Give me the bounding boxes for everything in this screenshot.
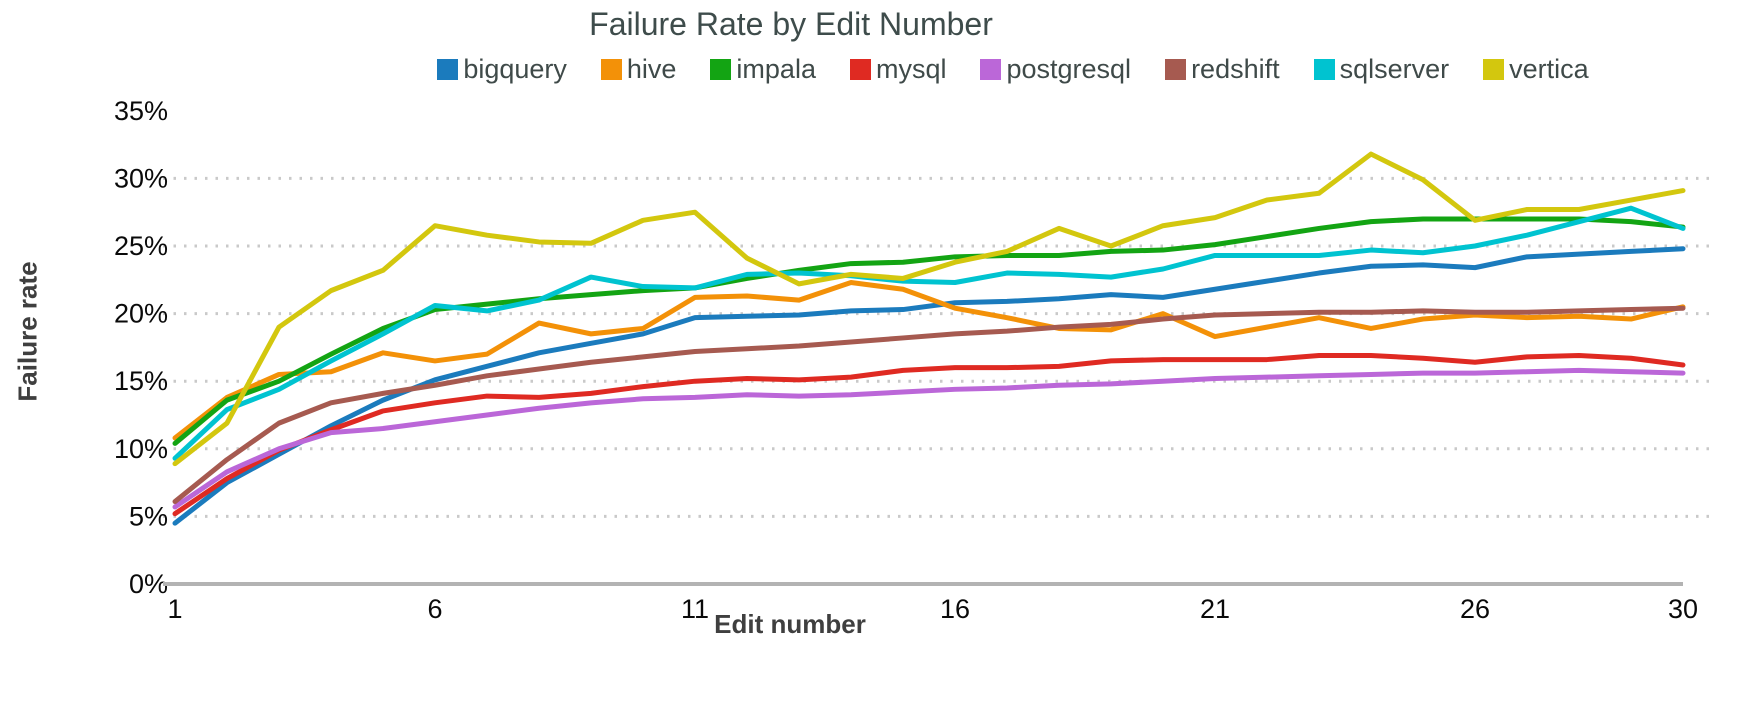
chart-title: Failure Rate by Edit Number	[589, 6, 993, 42]
y-tick-0: 0%	[129, 569, 168, 599]
legend-label-redshift: redshift	[1191, 54, 1280, 84]
x-tick-30: 30	[1668, 594, 1698, 624]
legend-item-impala[interactable]: impala	[710, 54, 816, 85]
legend-label-vertica: vertica	[1509, 54, 1589, 84]
x-tick-26: 26	[1460, 594, 1490, 624]
series-line-hive	[172, 280, 1686, 441]
legend-swatch-mysql	[849, 59, 871, 80]
series-line-mysql	[172, 353, 1686, 517]
legend-swatch-impala	[710, 59, 732, 80]
legend-swatch-postgresql	[980, 59, 1002, 80]
y-tick-10: 10%	[114, 434, 168, 464]
legend-item-postgresql[interactable]: postgresql	[980, 54, 1131, 85]
y-tick-20: 20%	[114, 299, 168, 329]
series-line-postgresql	[172, 367, 1686, 510]
series-line-redshift	[172, 305, 1686, 505]
legend-swatch-redshift	[1165, 59, 1187, 80]
x-tick-1: 1	[167, 594, 182, 624]
legend-label-postgresql: postgresql	[1006, 54, 1132, 84]
x-tick-6: 6	[427, 594, 442, 624]
series-line-bigquery	[172, 246, 1686, 526]
legend-label-hive: hive	[626, 54, 677, 84]
legend-swatch-bigquery	[437, 59, 459, 80]
y-tick-25: 25%	[114, 231, 168, 261]
legend-item-sqlserver[interactable]: sqlserver	[1313, 54, 1450, 85]
y-tick-5: 5%	[129, 501, 168, 531]
y-tick-15: 15%	[114, 366, 168, 396]
x-tick-21: 21	[1200, 594, 1230, 624]
legend-label-mysql: mysql	[875, 54, 947, 84]
y-tick-35: 35%	[114, 96, 168, 126]
legend-swatch-vertica	[1483, 59, 1505, 80]
legend-swatch-sqlserver	[1313, 59, 1335, 80]
legend-item-mysql[interactable]: mysql	[849, 54, 947, 85]
x-axis-title: Edit number	[714, 609, 866, 639]
legend-item-bigquery[interactable]: bigquery	[437, 54, 567, 85]
legend-swatch-hive	[600, 59, 622, 80]
legend-item-redshift[interactable]: redshift	[1165, 54, 1280, 85]
x-tick-16: 16	[940, 594, 970, 624]
y-tick-30: 30%	[114, 163, 168, 193]
y-axis-title: Failure rate	[12, 261, 43, 402]
legend-label-sqlserver: sqlserver	[1339, 54, 1450, 84]
legend: bigquery hive impala mysql postgresql redshif…	[143, 54, 1740, 85]
series-line-sqlserver	[172, 205, 1686, 461]
x-tick-11: 11	[681, 594, 709, 624]
series-line-vertica	[172, 151, 1686, 467]
legend-item-hive[interactable]: hive	[600, 54, 677, 85]
legend-label-impala: impala	[736, 54, 816, 84]
legend-item-vertica[interactable]: vertica	[1483, 54, 1589, 85]
legend-label-bigquery: bigquery	[463, 54, 567, 84]
